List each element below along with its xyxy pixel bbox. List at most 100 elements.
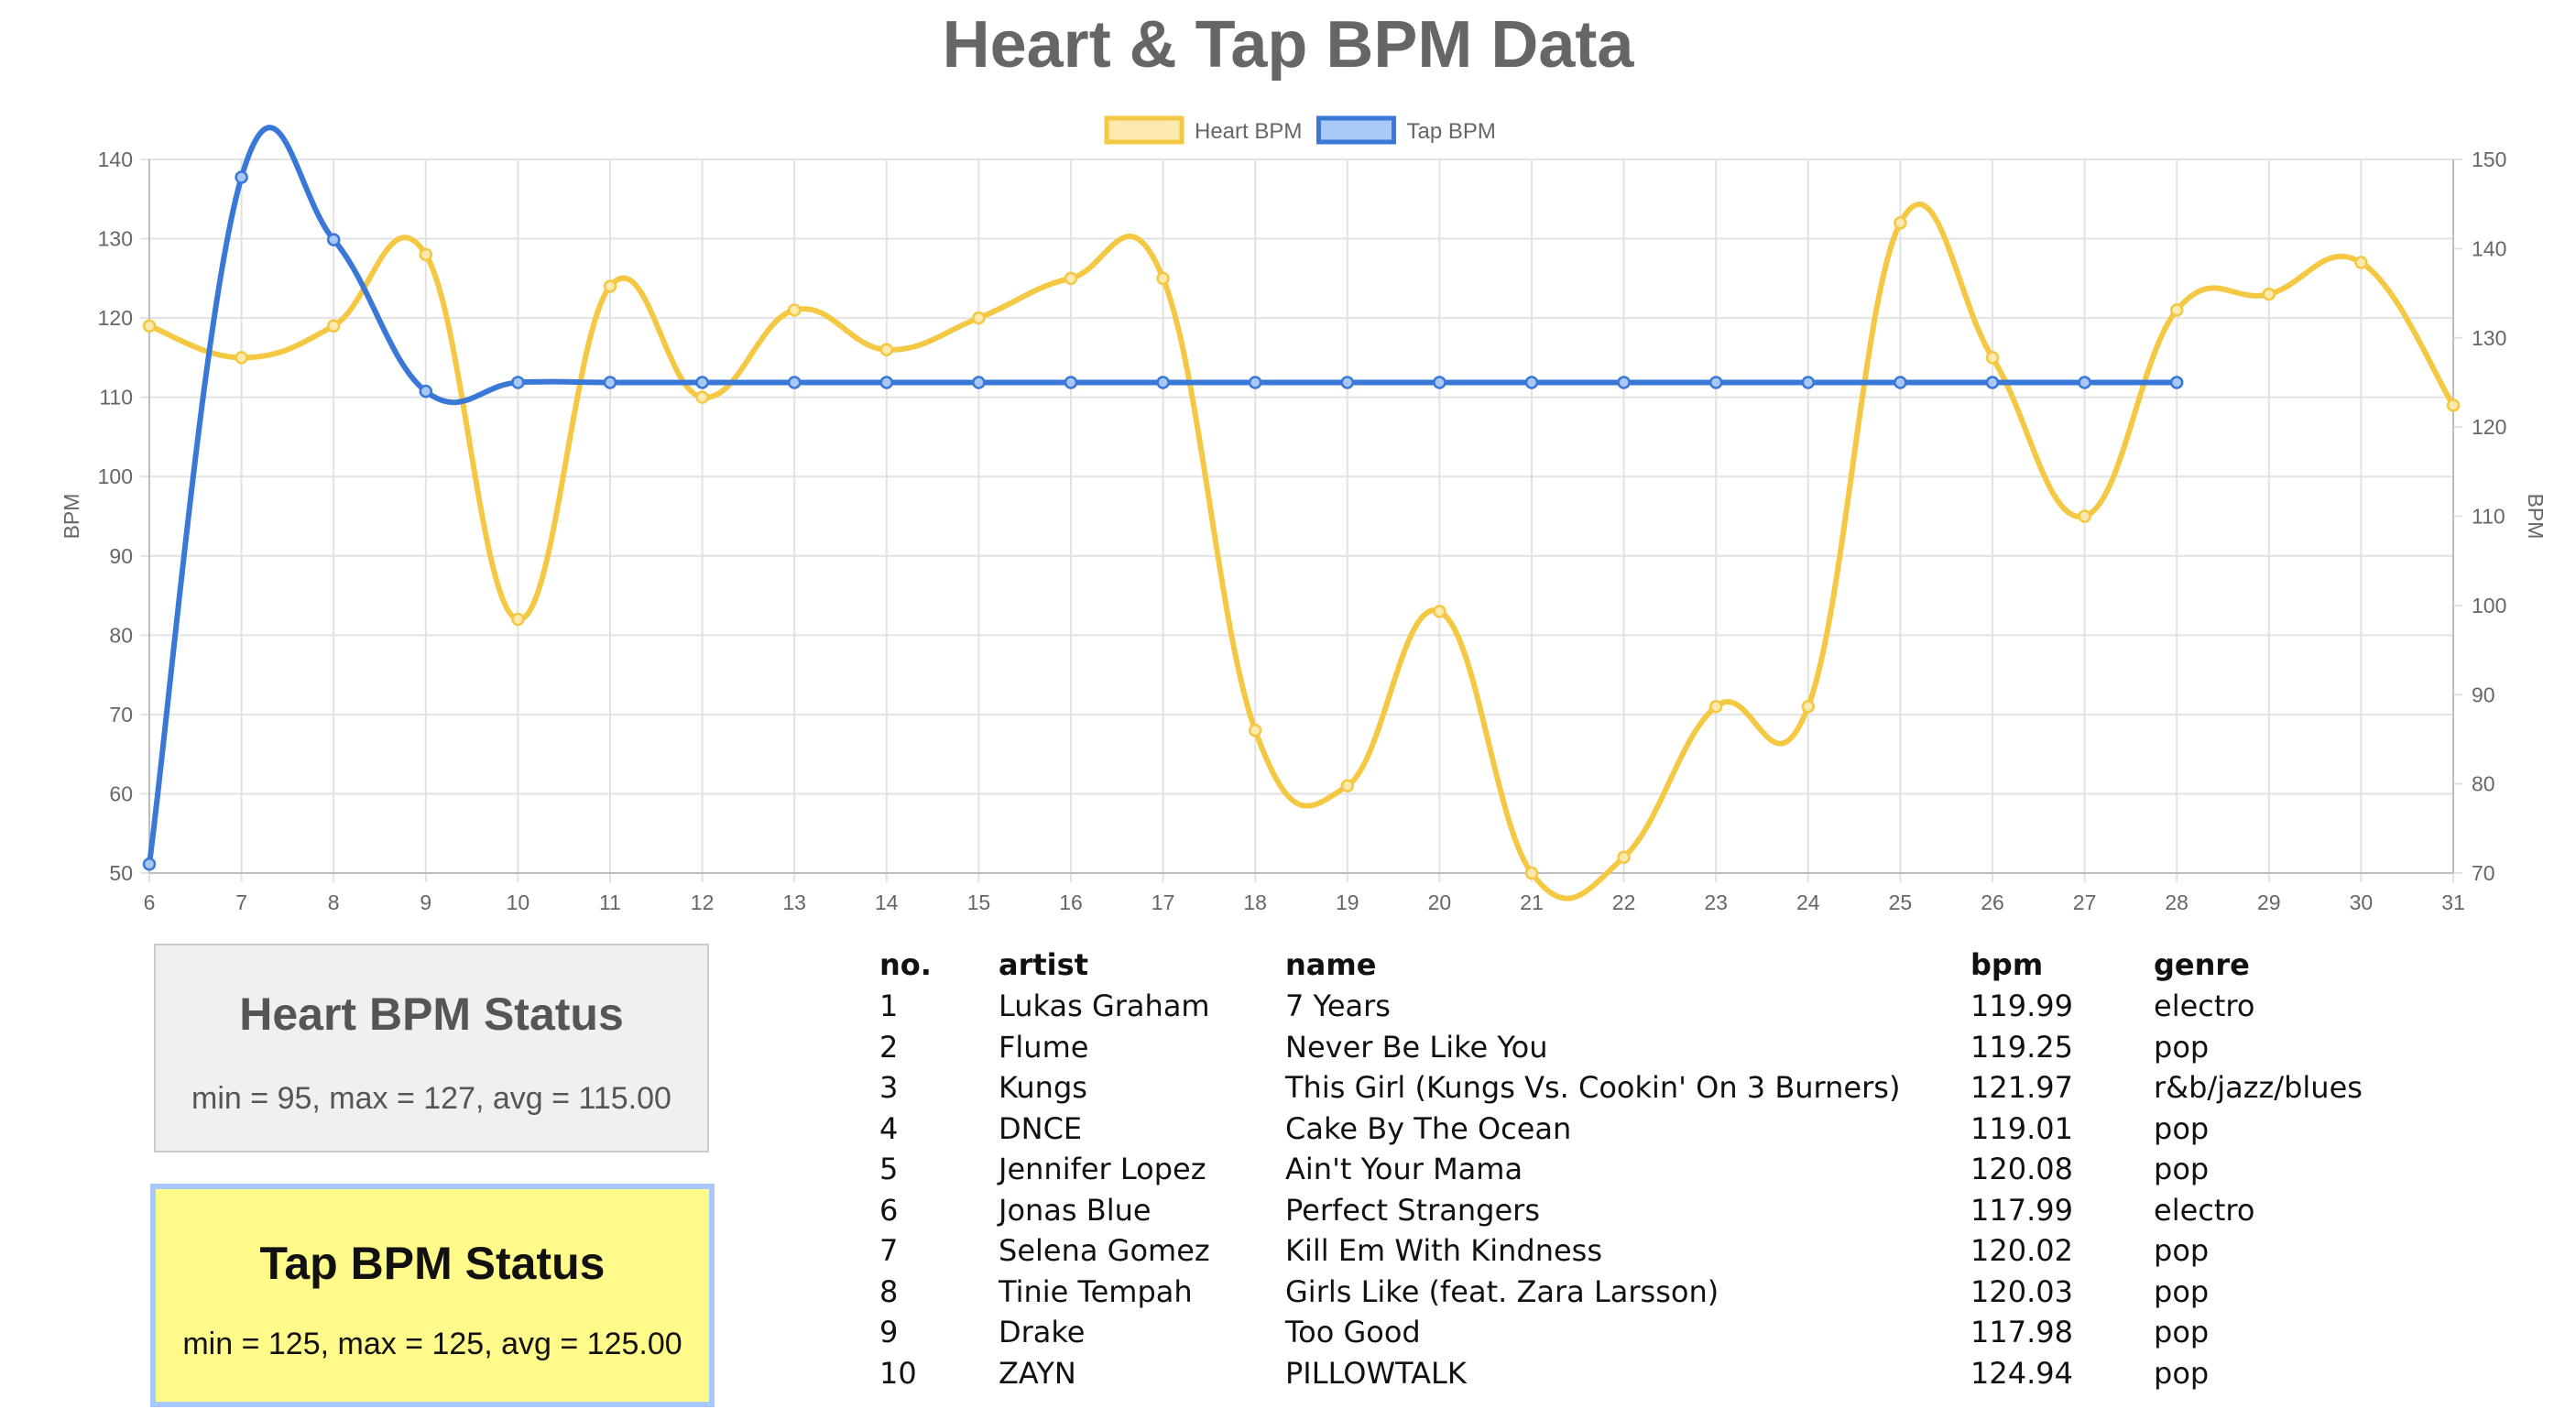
- y-left-tick-label: 110: [99, 386, 133, 410]
- cell-bpm: 120.02: [1970, 1233, 2073, 1269]
- col-header-genre: genre: [2154, 947, 2250, 982]
- tap-bpmdata-point: [972, 376, 986, 389]
- page-title: Heart & Tap BPM Data: [942, 8, 1634, 82]
- cell-no: 8: [879, 1273, 899, 1309]
- heart-bpmdata-point: [235, 351, 248, 365]
- tap-bpmdata-point: [1340, 376, 1355, 389]
- tap-bpmdata-point: [1617, 376, 1631, 389]
- heart-bpmdata-point: [511, 612, 525, 627]
- cell-no: 4: [879, 1110, 899, 1146]
- tap-bpmdata-point: [1894, 376, 1907, 389]
- cell-bpm: 120.03: [1970, 1273, 2073, 1309]
- cell-artist: ZAYN: [999, 1355, 1076, 1391]
- cell-no: 9: [879, 1315, 899, 1350]
- heart-bpmdata-point: [2169, 303, 2184, 317]
- tap-bpmdata-point: [1985, 376, 2000, 389]
- heart-bpmdata-point: [879, 343, 894, 356]
- x-tick-label: 22: [1612, 890, 1636, 914]
- cell-genre: pop: [2154, 1273, 2210, 1309]
- heart-bpmdata-point: [695, 390, 709, 404]
- x-tick-label: 30: [2350, 890, 2374, 914]
- table-row: 1 Lukas Graham 7 Years 119.99 electro: [879, 986, 2410, 1027]
- cell-no: 3: [879, 1070, 899, 1106]
- cell-name: Too Good: [1285, 1315, 1421, 1350]
- y-right-axis-title: BPM: [2524, 494, 2548, 540]
- table-header-row: no. artist name bpm genre: [879, 944, 2410, 986]
- heart-bpmlegend-label: Heart BPM: [1195, 119, 1302, 144]
- table-row: 7 Selena Gomez Kill Em With Kindness 120.02…: [879, 1230, 2410, 1272]
- tap-status-text: min = 125, max = 125, avg = 125.00: [182, 1327, 682, 1361]
- x-tick-label: 13: [782, 890, 806, 914]
- x-tick-label: 12: [691, 890, 715, 914]
- cell-no: 2: [879, 1029, 899, 1065]
- cell-genre: r&b/jazz/blues: [2154, 1070, 2363, 1106]
- cell-name: Girls Like (feat. Zara Larsson): [1285, 1273, 1719, 1309]
- cell-name: 7 Years: [1285, 989, 1391, 1024]
- y-right-tick-label: 130: [2472, 326, 2506, 350]
- x-tick-label: 19: [1336, 890, 1359, 914]
- tap-bpm-status-panel[interactable]: Tap BPM Status min = 125, max = 125, avg…: [150, 1184, 715, 1407]
- tap-bpmdata-point: [2169, 376, 2184, 389]
- cell-genre: pop: [2154, 1152, 2210, 1187]
- y-left-tick-label: 130: [98, 227, 133, 251]
- tap-bpmdata-point: [1248, 376, 1262, 389]
- table-row: 4 DNCE Cake By The Ocean 119.01 pop: [879, 1109, 2410, 1150]
- tap-bpmdata-point: [787, 376, 802, 389]
- cell-bpm: 120.08: [1970, 1152, 2073, 1187]
- heart-bpmdata-point: [2354, 256, 2368, 269]
- tap-bpmdata-point: [1708, 376, 1723, 389]
- y-left-tick-label: 60: [109, 781, 133, 805]
- heart-bpmdata-point: [1433, 605, 1446, 618]
- cell-genre: pop: [2154, 1233, 2210, 1269]
- x-tick-label: 28: [2165, 890, 2189, 914]
- y-right-tick-label: 90: [2472, 683, 2495, 706]
- cell-bpm: 121.97: [1970, 1070, 2073, 1106]
- cell-artist: Selena Gomez: [999, 1233, 1210, 1269]
- cell-artist: Lukas Graham: [999, 989, 1210, 1024]
- table-row: 8 Tinie Tempah Girls Like (feat. Zara Lars…: [879, 1272, 2410, 1313]
- tap-bpmdata-point: [326, 233, 341, 246]
- x-tick-label: 10: [507, 890, 530, 914]
- x-tick-label: 17: [1152, 890, 1175, 914]
- heart-bpmdata-point: [1340, 779, 1355, 793]
- col-header-no: no.: [879, 947, 932, 982]
- cell-name: This Girl (Kungs Vs. Cookin' On 3 Burner…: [1285, 1070, 1901, 1106]
- tap-bpmdata-point: [142, 857, 157, 871]
- tap-bpmdata-point: [511, 376, 525, 389]
- x-tick-label: 7: [235, 890, 247, 914]
- song-table: no. artist name bpm genre 1 Lukas Graham 7…: [879, 944, 2410, 1393]
- table-row: 6 Jonas Blue Perfect Strangers 117.99 electr…: [879, 1190, 2410, 1231]
- y-left-tick-label: 90: [109, 544, 133, 568]
- heart-bpmdata-point: [1064, 271, 1078, 286]
- heart-bpmdata-point: [2446, 399, 2461, 412]
- tap-bpmdata-point: [1524, 376, 1539, 389]
- cell-no: 10: [879, 1355, 917, 1391]
- tap-bpmdata-point: [603, 376, 617, 389]
- cell-genre: electro: [2154, 1192, 2255, 1228]
- cell-bpm: 119.25: [1970, 1029, 2073, 1065]
- y-right-tick-label: 100: [2472, 594, 2506, 617]
- x-tick-label: 15: [967, 890, 991, 914]
- cell-bpm: 124.94: [1970, 1355, 2073, 1391]
- cell-name: Never Be Like You: [1285, 1029, 1548, 1065]
- x-tick-label: 21: [1520, 890, 1544, 914]
- col-header-bpm: bpm: [1970, 947, 2044, 982]
- cell-no: 6: [879, 1192, 899, 1228]
- cell-artist: Kungs: [999, 1070, 1087, 1106]
- cell-artist: Jennifer Lopez: [999, 1152, 1206, 1187]
- cell-name: Ain't Your Mama: [1285, 1152, 1523, 1187]
- cell-genre: pop: [2154, 1315, 2210, 1350]
- bpm-line-chart: 50 60 70 80 90 100 110 120 130 140 70 80 90 100 110 120…: [60, 115, 2548, 914]
- x-tick-label: 31: [2441, 890, 2465, 914]
- y-right-tick-label: 120: [2472, 415, 2506, 439]
- cell-no: 1: [879, 989, 899, 1024]
- heart-bpmdata-point: [419, 247, 433, 262]
- cell-name: Kill Em With Kindness: [1285, 1233, 1602, 1269]
- y-left-tick-label: 80: [109, 623, 133, 647]
- x-tick-label: 29: [2257, 890, 2281, 914]
- y-left-tick-label: 70: [109, 703, 133, 726]
- tap-bpmlegend-label: Tap BPM: [1407, 119, 1496, 144]
- tap-bpmdata-point: [2078, 376, 2091, 389]
- heart-status-title: Heart BPM Status: [239, 989, 624, 1040]
- cell-name: Perfect Strangers: [1285, 1192, 1540, 1228]
